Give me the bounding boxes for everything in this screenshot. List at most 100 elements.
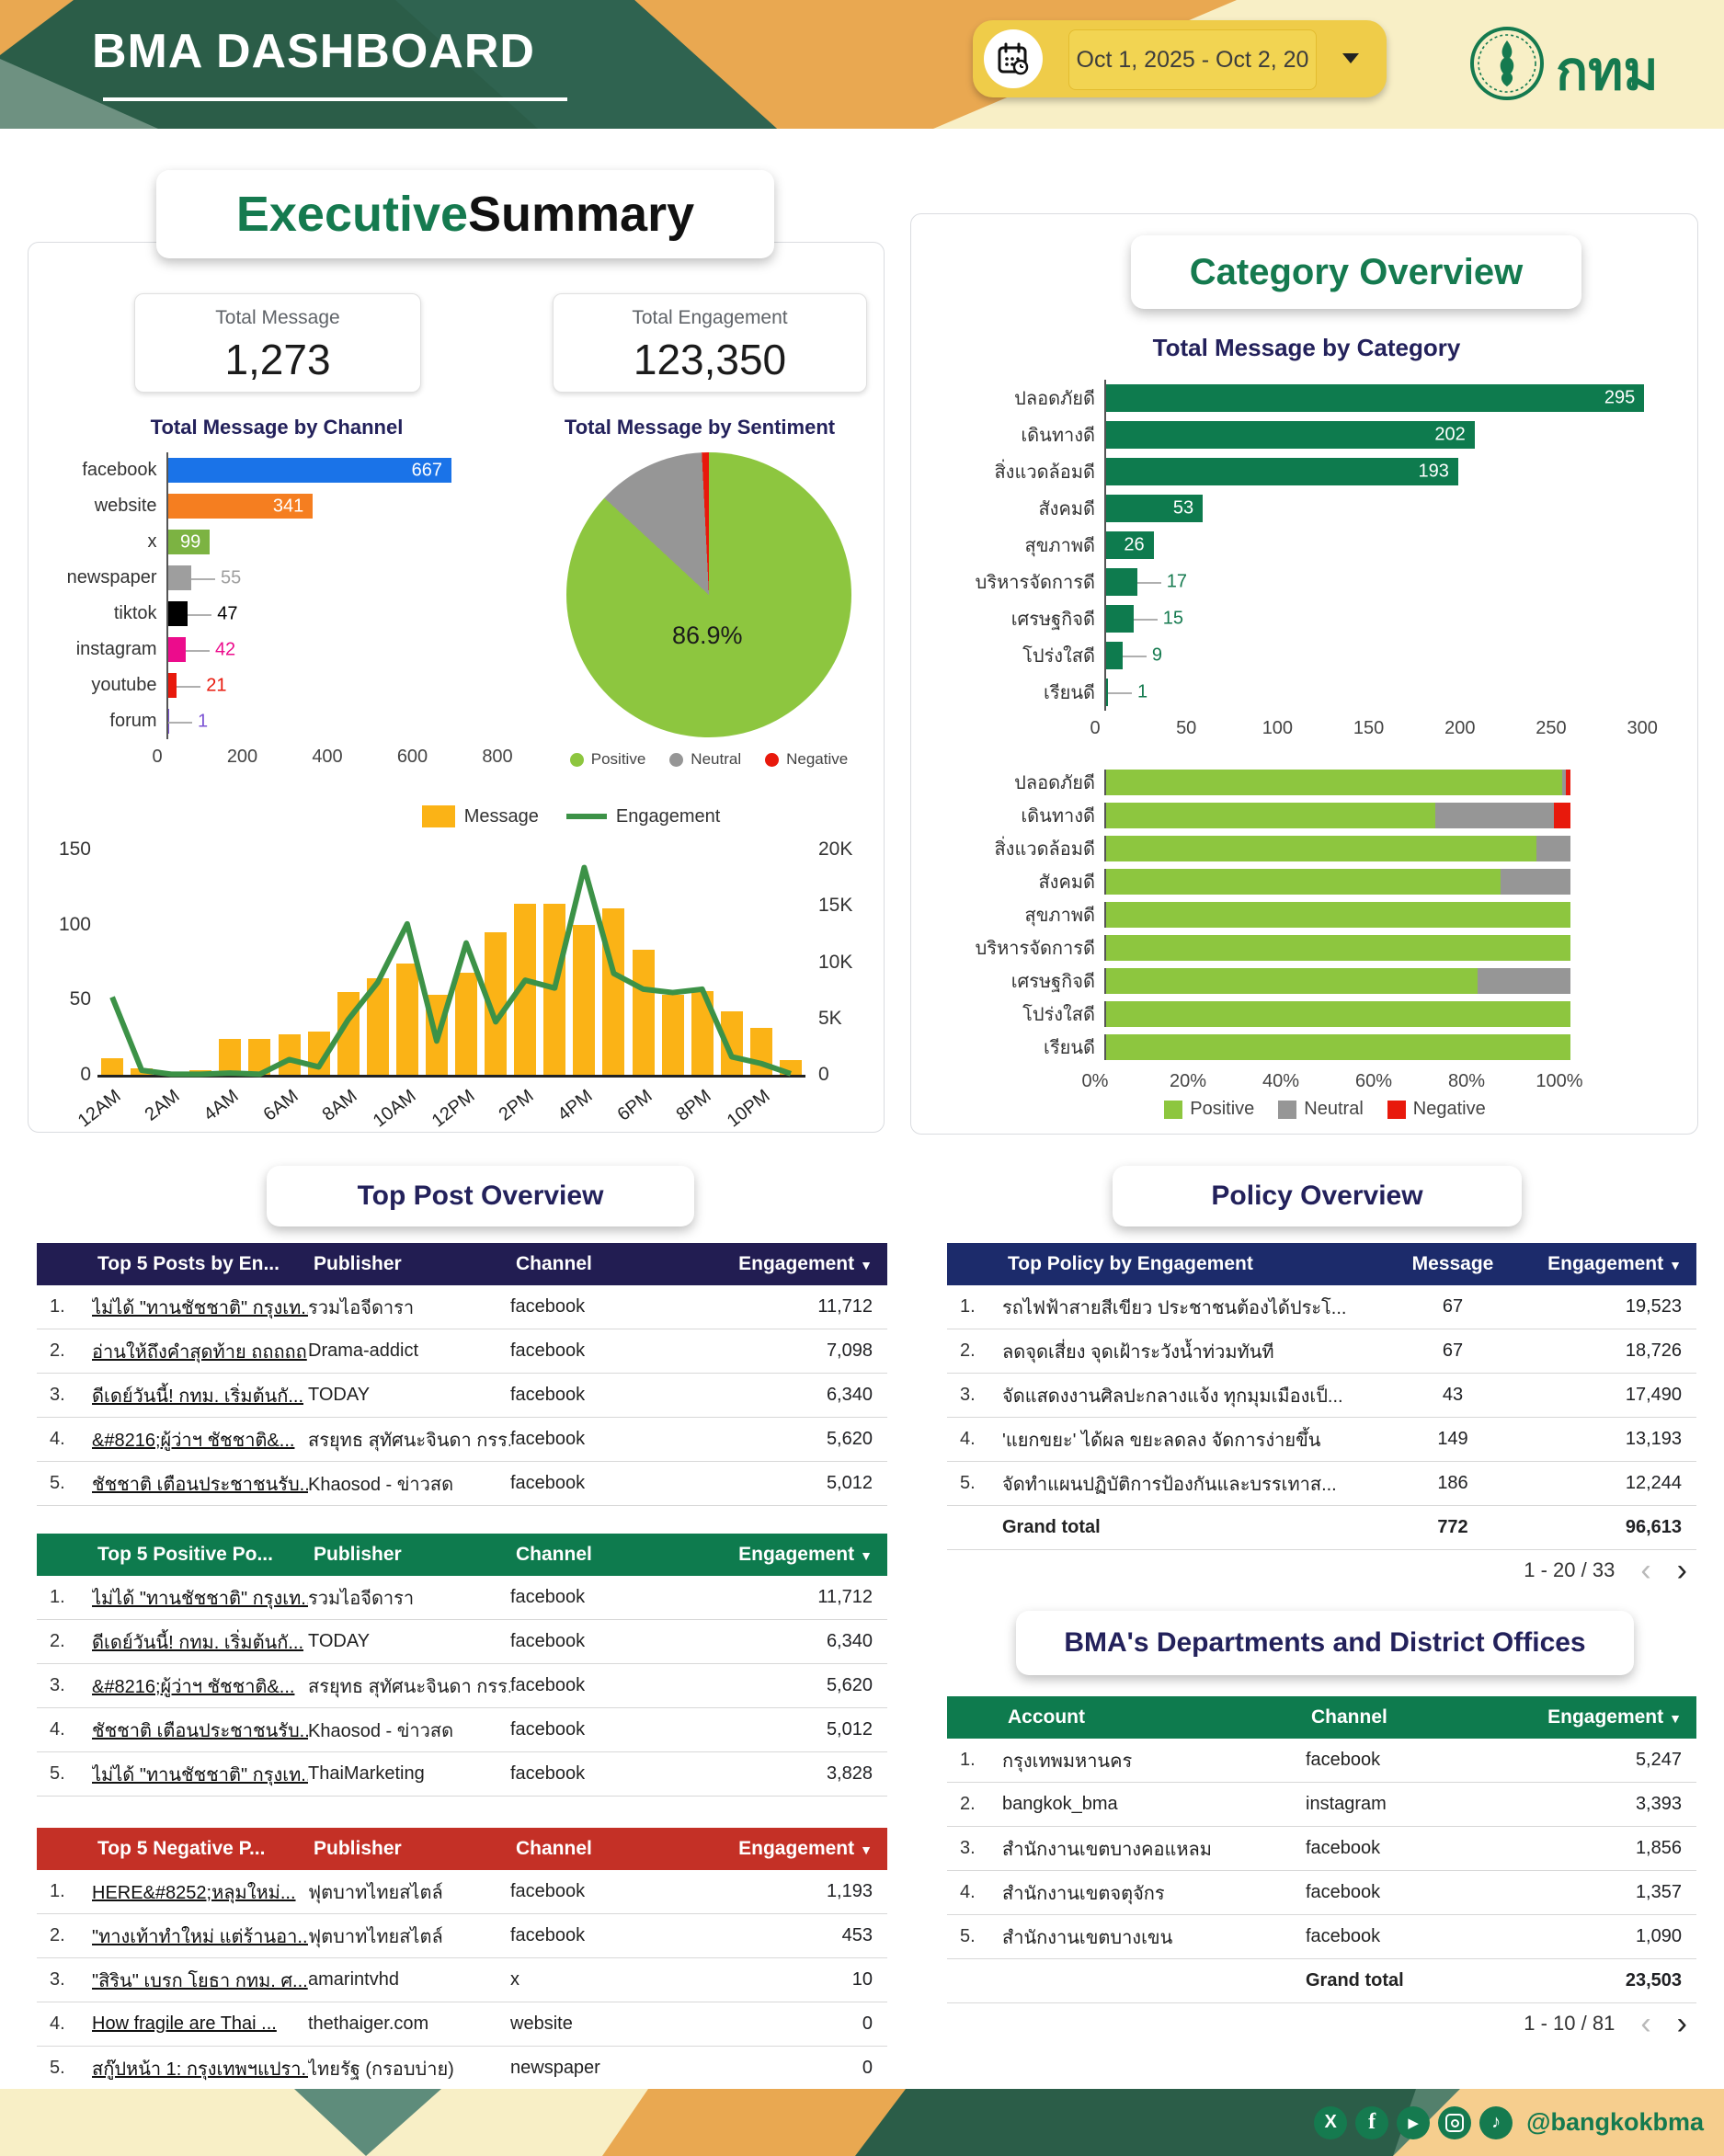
post-link[interactable]: ชัชชาติ เตือนประชาชนรับ... <box>92 1720 308 1741</box>
table-header: Top 5 Negative P... Publisher Channel Engag… <box>37 1828 887 1870</box>
engagement-cell: 1,193 <box>826 1881 873 1901</box>
channel-cell: facebook <box>510 1587 586 1607</box>
post-link[interactable]: &#8216;ผู้ว่าฯ ชัชชาติ&... <box>92 1430 295 1451</box>
post-link[interactable]: อ่านให้ถึงคำสุดท้าย ถถถถถ <box>92 1341 307 1363</box>
next-page-button[interactable]: › <box>1676 2006 1687 2041</box>
bar-row: ปลอดภัยดี 295 <box>911 380 1697 416</box>
engagement-cell: 10 <box>851 1969 873 1990</box>
sort-engagement-header[interactable]: Engagement ▼ <box>1547 1706 1682 1728</box>
bar-value: 26 <box>1124 534 1145 555</box>
post-link[interactable]: "ทางเท้าทำใหม่ แต่ร้านอา... <box>92 1926 308 1947</box>
sort-engagement-header[interactable]: Engagement ▼ <box>1547 1253 1682 1274</box>
channel-cell: facebook <box>510 1881 586 1901</box>
bar <box>1106 568 1137 596</box>
post-link[interactable]: HERE&#8252;หลุมใหม่... <box>92 1882 296 1903</box>
prev-page-button[interactable]: ‹ <box>1640 2006 1651 2041</box>
bar-row: facebook 667 <box>47 452 507 488</box>
sort-engagement-header[interactable]: Engagement ▼ <box>738 1544 873 1565</box>
channel-cell: facebook <box>1306 1838 1381 1858</box>
x-axis-label: 4AM <box>200 1086 243 1125</box>
timeseries-chart: 0 50 100 150 0 5K 10K 15K 20K 12AM 2AM 4AM 6AM 8AM 10A… <box>29 838 884 1132</box>
app-title: BMA DASHBOARD <box>92 25 535 78</box>
message-bar <box>278 1033 301 1075</box>
table-row: 4. 'แยกขยะ' ได้ผล ขยะลดลง จัดการง่ายขึ้น 1… <box>947 1418 1696 1462</box>
bar-category-label: website <box>94 496 157 516</box>
table-row: 5. ชัชชาติ เตือนประชาชนรับ... Khaosod - ข่… <box>37 1462 887 1506</box>
post-link[interactable]: How fragile are Thai ... <box>92 2013 277 2034</box>
engagement-cell: 5,012 <box>826 1719 873 1740</box>
sort-engagement-header[interactable]: Engagement ▼ <box>738 1838 873 1859</box>
segment-negative <box>1565 770 1570 795</box>
publisher-cell: amarintvhd <box>308 1969 399 1990</box>
column-header: Top 5 Posts by En... <box>97 1253 280 1274</box>
bar-value: 47 <box>217 603 238 623</box>
date-range-value[interactable]: Oct 1, 2025 - Oct 2, 20 <box>1068 29 1317 90</box>
message-bar <box>455 972 478 1075</box>
x-axis-label: 8AM <box>318 1086 361 1125</box>
account-cell: สำนักงานเขตจตุจักร <box>1002 1883 1165 1904</box>
segment-positive <box>1106 836 1537 861</box>
post-link[interactable]: "สิริน" เบรก โยธา กทม. ศ... <box>92 1970 308 1991</box>
post-link[interactable]: &#8216;ผู้ว่าฯ ชัชชาติ&... <box>92 1676 295 1697</box>
post-link[interactable]: ชัชชาติ เตือนประชาชนรับ... <box>92 1474 308 1495</box>
post-link[interactable]: ไม่ได้ "ทานชัชชาติ" กรุงเท... <box>92 1588 308 1609</box>
engagement-cell: 0 <box>862 2013 873 2034</box>
publisher-cell: รวมไอจีดารา <box>308 1297 415 1318</box>
pagination: 1 - 10 / 81 ‹ › <box>947 2003 1696 2044</box>
sort-engagement-header[interactable]: Engagement ▼ <box>738 1253 873 1274</box>
policy-cell: จัดทำแผนปฏิบัติการป้องกันและบรรเทาส... <box>1002 1474 1337 1495</box>
column-header: Channel <box>516 1838 592 1859</box>
x-axis-label: 6AM <box>259 1086 303 1125</box>
table-header: Top Policy by Engagement Message Engagemen… <box>947 1243 1696 1285</box>
policy-cell: รถไฟฟ้าสายสีเขียว ประชาชนต้องได้ประโ... <box>1002 1297 1347 1318</box>
engagement-cell: 0 <box>862 2058 873 2078</box>
date-range-picker[interactable]: Oct 1, 2025 - Oct 2, 20 <box>973 20 1387 97</box>
title-underline <box>103 97 567 101</box>
segment-neutral <box>1478 968 1570 994</box>
calendar-icon <box>984 29 1043 88</box>
bar-row: เดินทางดี 202 <box>911 416 1697 453</box>
post-link[interactable]: ไม่ได้ "ทานชัชชาติ" กรุงเท... <box>92 1297 308 1318</box>
segment-neutral <box>1562 770 1566 795</box>
stacked-row: โปร่งใสดี <box>911 998 1697 1031</box>
legend-label: Message <box>463 805 539 827</box>
total-engagement-kpi: Total Engagement 123,350 <box>553 293 867 393</box>
top-posts-table: Top 5 Posts by En... Publisher Channel Enga… <box>37 1243 887 1506</box>
kpi-label: Total Message <box>215 307 340 328</box>
x-axis: 0 50 100 150 200 250 300 <box>1090 718 1658 738</box>
segment-positive <box>1106 902 1570 928</box>
youtube-icon[interactable]: ▶ <box>1397 2105 1431 2139</box>
bar-value: 202 <box>1434 424 1466 445</box>
facebook-icon[interactable]: f <box>1355 2105 1389 2139</box>
engagement-cell: 1,090 <box>1635 1926 1682 1946</box>
post-link[interactable]: ดีเดย์วันนี้! กทม. เริ่มต้นกั... <box>92 1632 304 1653</box>
post-link[interactable]: สกู๊ปหน้า 1: กรุงเทพฯแปรา... <box>92 2059 308 2080</box>
message-cell: 67 <box>1442 1340 1464 1361</box>
executive-summary-title: Executive Summary <box>156 170 774 258</box>
x-axis-label: 12PM <box>428 1086 479 1132</box>
pagination: 1 - 20 / 33 ‹ › <box>947 1550 1696 1591</box>
prev-page-button[interactable]: ‹ <box>1640 1553 1651 1588</box>
next-page-button[interactable]: › <box>1676 1553 1687 1588</box>
post-link[interactable]: ดีเดย์วันนี้! กทม. เริ่มต้นกั... <box>92 1386 304 1407</box>
segment-neutral <box>1500 869 1570 895</box>
engagement-cell: 12,244 <box>1625 1473 1682 1493</box>
x-icon[interactable]: X <box>1314 2105 1348 2139</box>
publisher-cell: สรยุทธ สุทัศนะจินดา กรร... <box>308 1430 510 1451</box>
departments-title: BMA's Departments and District Offices <box>1016 1611 1634 1675</box>
segment-positive <box>1106 968 1478 994</box>
x-axis-label: 2PM <box>495 1086 538 1125</box>
message-bar <box>573 924 596 1075</box>
column-header: Publisher <box>314 1838 402 1859</box>
tiktok-icon[interactable]: ♪ <box>1479 2105 1513 2139</box>
channel-chart-title: Total Message by Channel <box>150 416 404 439</box>
table-row: 3. สำนักงานเขตบางคอแหลม facebook 1,856 <box>947 1827 1696 1871</box>
table-row: 4. ชัชชาติ เตือนประชาชนรับ... Khaosod - ข่… <box>37 1708 887 1752</box>
publisher-cell: ฟุตบาทไทยสไตล์ <box>308 1926 443 1947</box>
table-row: 1. ไม่ได้ "ทานชัชชาติ" กรุงเท... รวมไอจีดา… <box>37 1285 887 1329</box>
engagement-cell: 5,012 <box>826 1473 873 1493</box>
legend-item: Neutral <box>669 750 741 769</box>
post-link[interactable]: ไม่ได้ "ทานชัชชาติ" กรุงเท... <box>92 1764 308 1785</box>
bar <box>167 637 186 662</box>
instagram-icon[interactable] <box>1438 2105 1472 2139</box>
